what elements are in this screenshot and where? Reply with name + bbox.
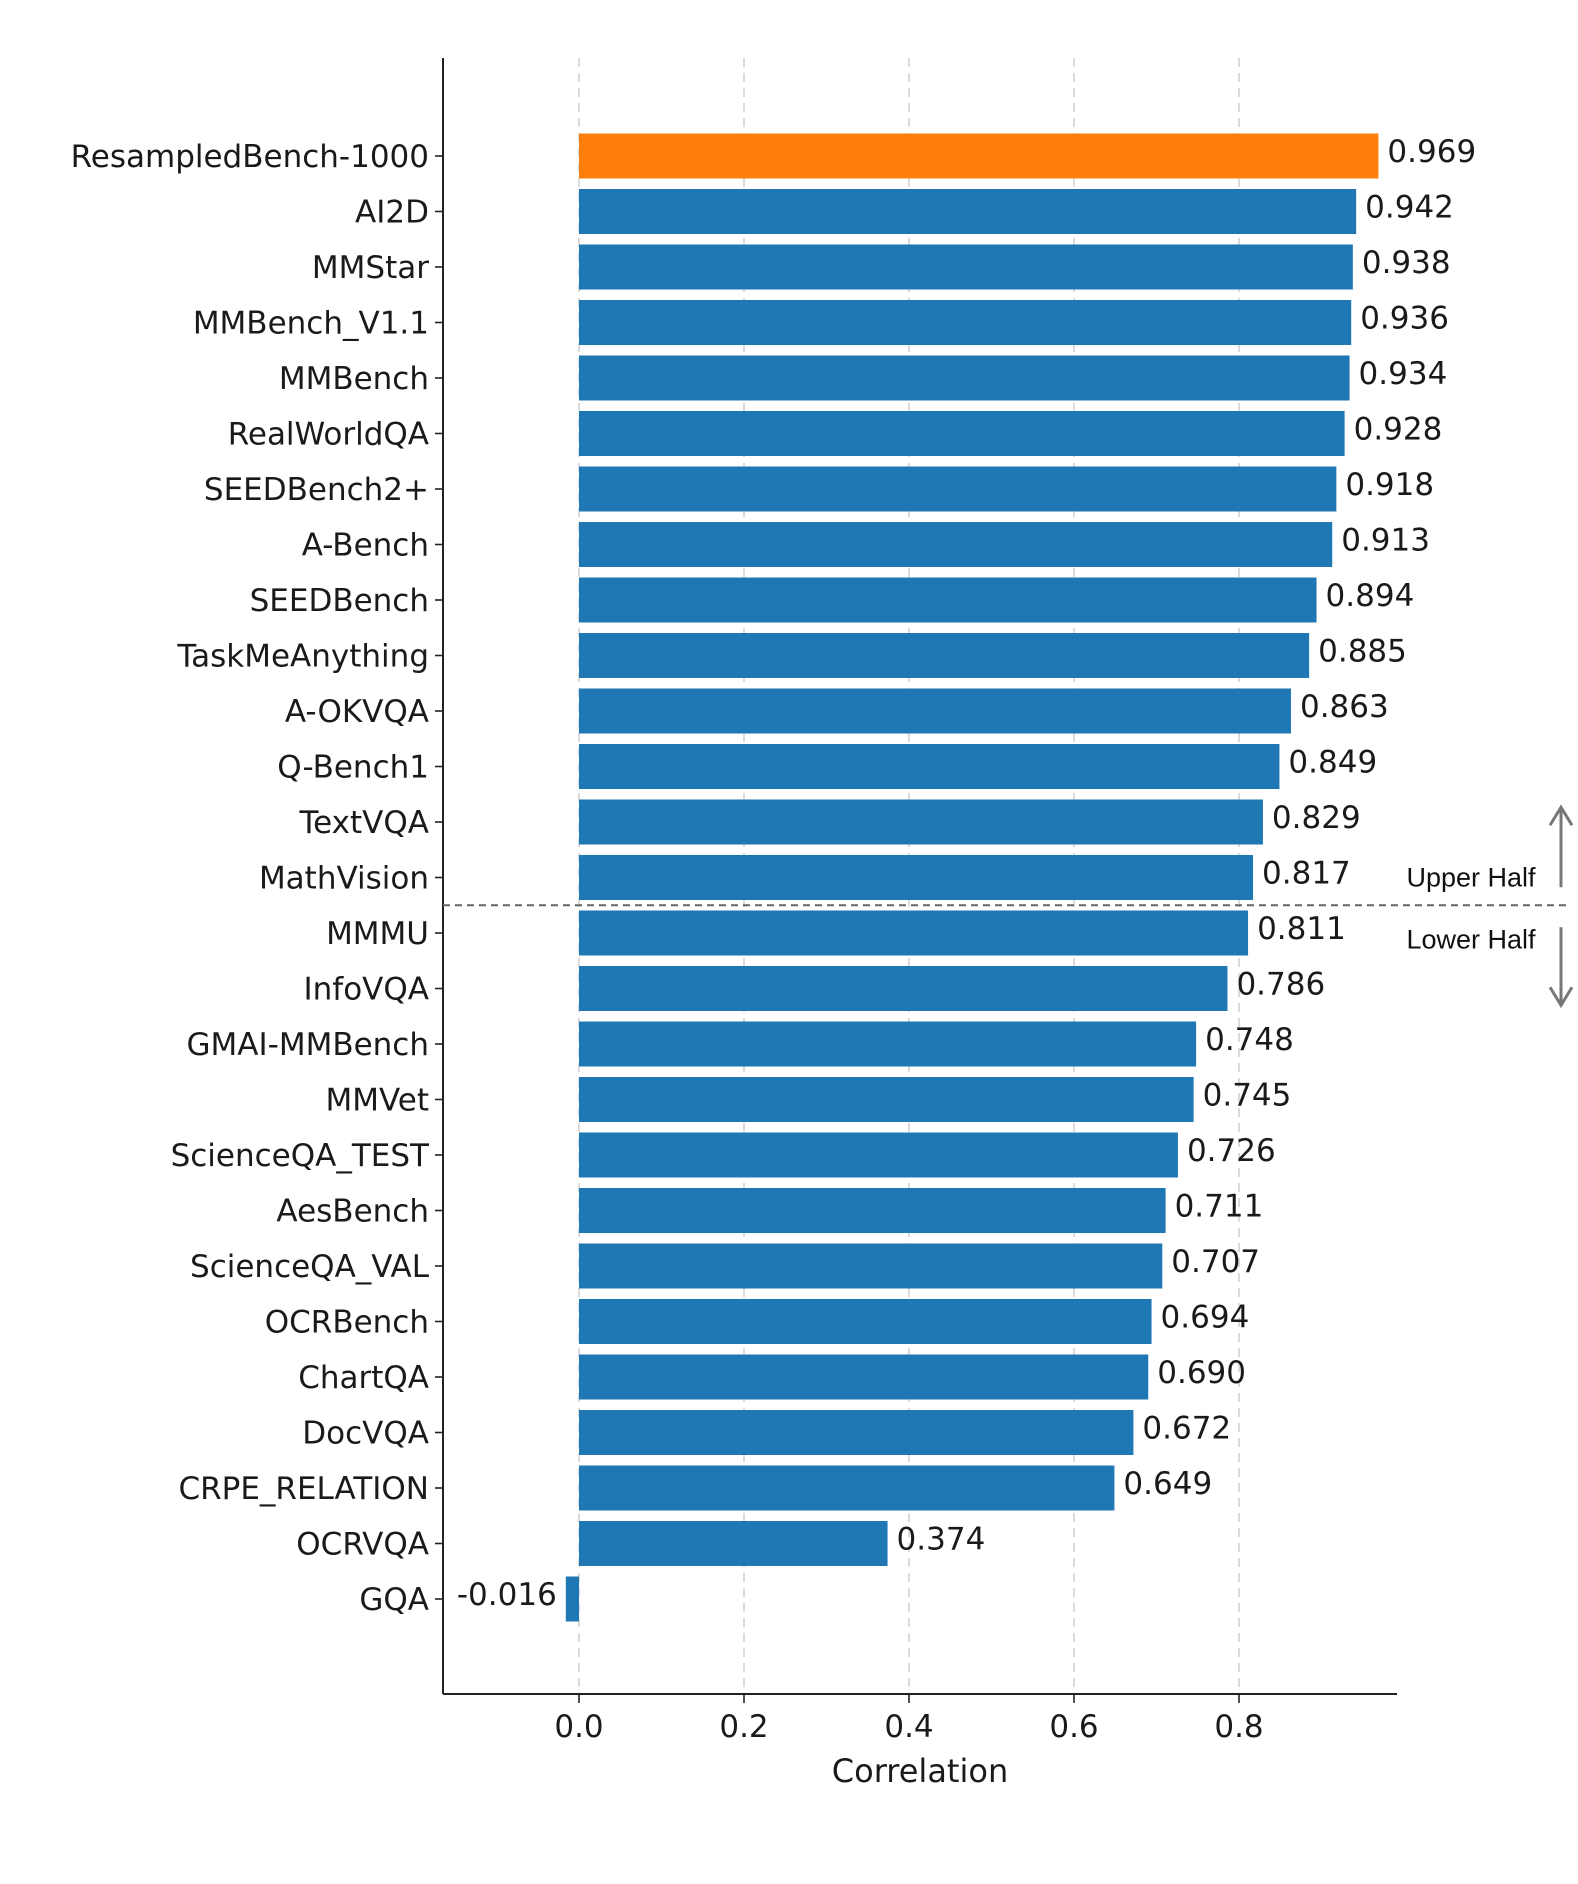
x-tick-label: 0.0 (554, 1709, 603, 1745)
category-label: MMVet (325, 1083, 429, 1119)
category-label: DocVQA (302, 1416, 429, 1452)
bar-taskmeanything (579, 633, 1310, 678)
bar-gqa (565, 1576, 579, 1622)
value-label: 0.726 (1187, 1133, 1276, 1169)
bar-aesbench (579, 1188, 1166, 1233)
category-label: TaskMeAnything (176, 639, 429, 675)
category-label: ChartQA (298, 1360, 429, 1396)
upper-half-label: Upper Half (1406, 862, 1536, 892)
category-label: TextVQA (298, 805, 429, 841)
value-label: 0.938 (1362, 245, 1451, 281)
labels: ResampledBench-1000 0.969 AI2D 0.942 MMStar 0… (71, 134, 1477, 1618)
value-label: 0.745 (1203, 1078, 1292, 1114)
bar-docvqa (579, 1410, 1134, 1455)
bar-textvqa (579, 799, 1263, 845)
category-label: MathVision (259, 861, 429, 897)
value-label: 0.672 (1142, 1411, 1231, 1447)
bar-scienceqa-val (579, 1243, 1163, 1289)
x-tick-label: 0.8 (1214, 1709, 1263, 1745)
category-label: SEEDBench (250, 583, 429, 619)
bar-mmbench (579, 355, 1350, 401)
x-axis-title: Correlation (832, 1752, 1008, 1790)
value-label: 0.649 (1123, 1466, 1212, 1502)
category-label: RealWorldQA (228, 417, 429, 453)
category-label: AesBench (276, 1194, 429, 1230)
category-label: MMBench (279, 361, 429, 397)
category-label: GMAI-MMBench (187, 1027, 429, 1063)
category-label: A-OKVQA (285, 694, 429, 730)
x-tick-label: 0.2 (719, 1709, 768, 1745)
bar-a-bench (579, 522, 1333, 567)
value-label: 0.694 (1161, 1300, 1250, 1336)
bar-mmmu (579, 910, 1249, 956)
bar-ocrvqa (579, 1521, 888, 1566)
value-label: 0.863 (1300, 689, 1389, 725)
category-label: SEEDBench2+ (204, 472, 429, 508)
category-label: A-Bench (302, 528, 429, 564)
value-label: 0.786 (1236, 967, 1325, 1003)
bar-mmstar (579, 244, 1353, 290)
bar-crpe-relation (579, 1465, 1115, 1511)
category-label: Q-Bench1 (277, 750, 429, 786)
bar-seedbench (579, 577, 1317, 623)
value-label: 0.918 (1345, 467, 1434, 503)
value-label: 0.748 (1205, 1022, 1294, 1058)
bar-mmbench-v1-1 (579, 300, 1352, 345)
category-label: MMStar (312, 250, 429, 286)
bar-q-bench1 (579, 744, 1280, 789)
bars (565, 133, 1379, 1622)
bar-mmvet (579, 1077, 1194, 1122)
value-label: 0.817 (1262, 856, 1351, 892)
bar-scienceqa-test (579, 1132, 1178, 1178)
value-label: 0.936 (1360, 301, 1449, 337)
category-label: CRPE_RELATION (178, 1471, 429, 1507)
category-label: ResampledBench-1000 (71, 139, 429, 175)
category-label: OCRVQA (296, 1527, 429, 1563)
bar-a-okvqa (579, 688, 1291, 734)
value-label: 0.928 (1354, 412, 1443, 448)
value-label: 0.690 (1157, 1355, 1246, 1391)
bar-chartqa (579, 1354, 1149, 1400)
value-label: 0.707 (1171, 1244, 1260, 1280)
x-tick-label: 0.4 (884, 1709, 933, 1745)
bar-ocrbench (579, 1299, 1152, 1344)
value-label: 0.934 (1359, 356, 1448, 392)
up-arrow-icon (1548, 804, 1574, 888)
x-ticks: 0.0 0.2 0.4 0.6 0.8 (435, 155, 1264, 1745)
value-label: 0.969 (1387, 134, 1476, 170)
category-label: GQA (359, 1582, 429, 1618)
value-label: 0.711 (1175, 1189, 1264, 1225)
bar-ai2d (579, 189, 1357, 234)
value-label: 0.374 (897, 1522, 986, 1558)
value-label: 0.811 (1257, 911, 1346, 947)
value-label: 0.942 (1365, 190, 1454, 226)
bar-mathvision (579, 855, 1254, 900)
value-label: 0.849 (1288, 745, 1377, 781)
category-label: AI2D (355, 195, 429, 231)
x-tick-label: 0.6 (1049, 1709, 1098, 1745)
bar-seedbench2- (579, 466, 1337, 512)
value-label: -0.016 (457, 1577, 557, 1613)
lower-half-label: Lower Half (1406, 924, 1536, 954)
value-label: 0.913 (1341, 523, 1430, 559)
bar-realworldqa (579, 411, 1345, 456)
bar-resampledbench-1000 (579, 133, 1379, 179)
category-label: InfoVQA (304, 972, 429, 1008)
category-label: ScienceQA_TEST (171, 1138, 430, 1174)
category-label: MMBench_V1.1 (193, 306, 429, 342)
bar-gmai-mmbench (579, 1021, 1197, 1067)
value-label: 0.885 (1318, 634, 1407, 670)
value-label: 0.829 (1272, 800, 1361, 836)
category-label: ScienceQA_VAL (190, 1249, 430, 1285)
category-label: OCRBench (265, 1305, 429, 1341)
down-arrow-icon (1548, 927, 1574, 1009)
category-label: MMMU (326, 916, 429, 952)
value-label: 0.894 (1326, 578, 1415, 614)
bar-infovqa (579, 966, 1228, 1011)
